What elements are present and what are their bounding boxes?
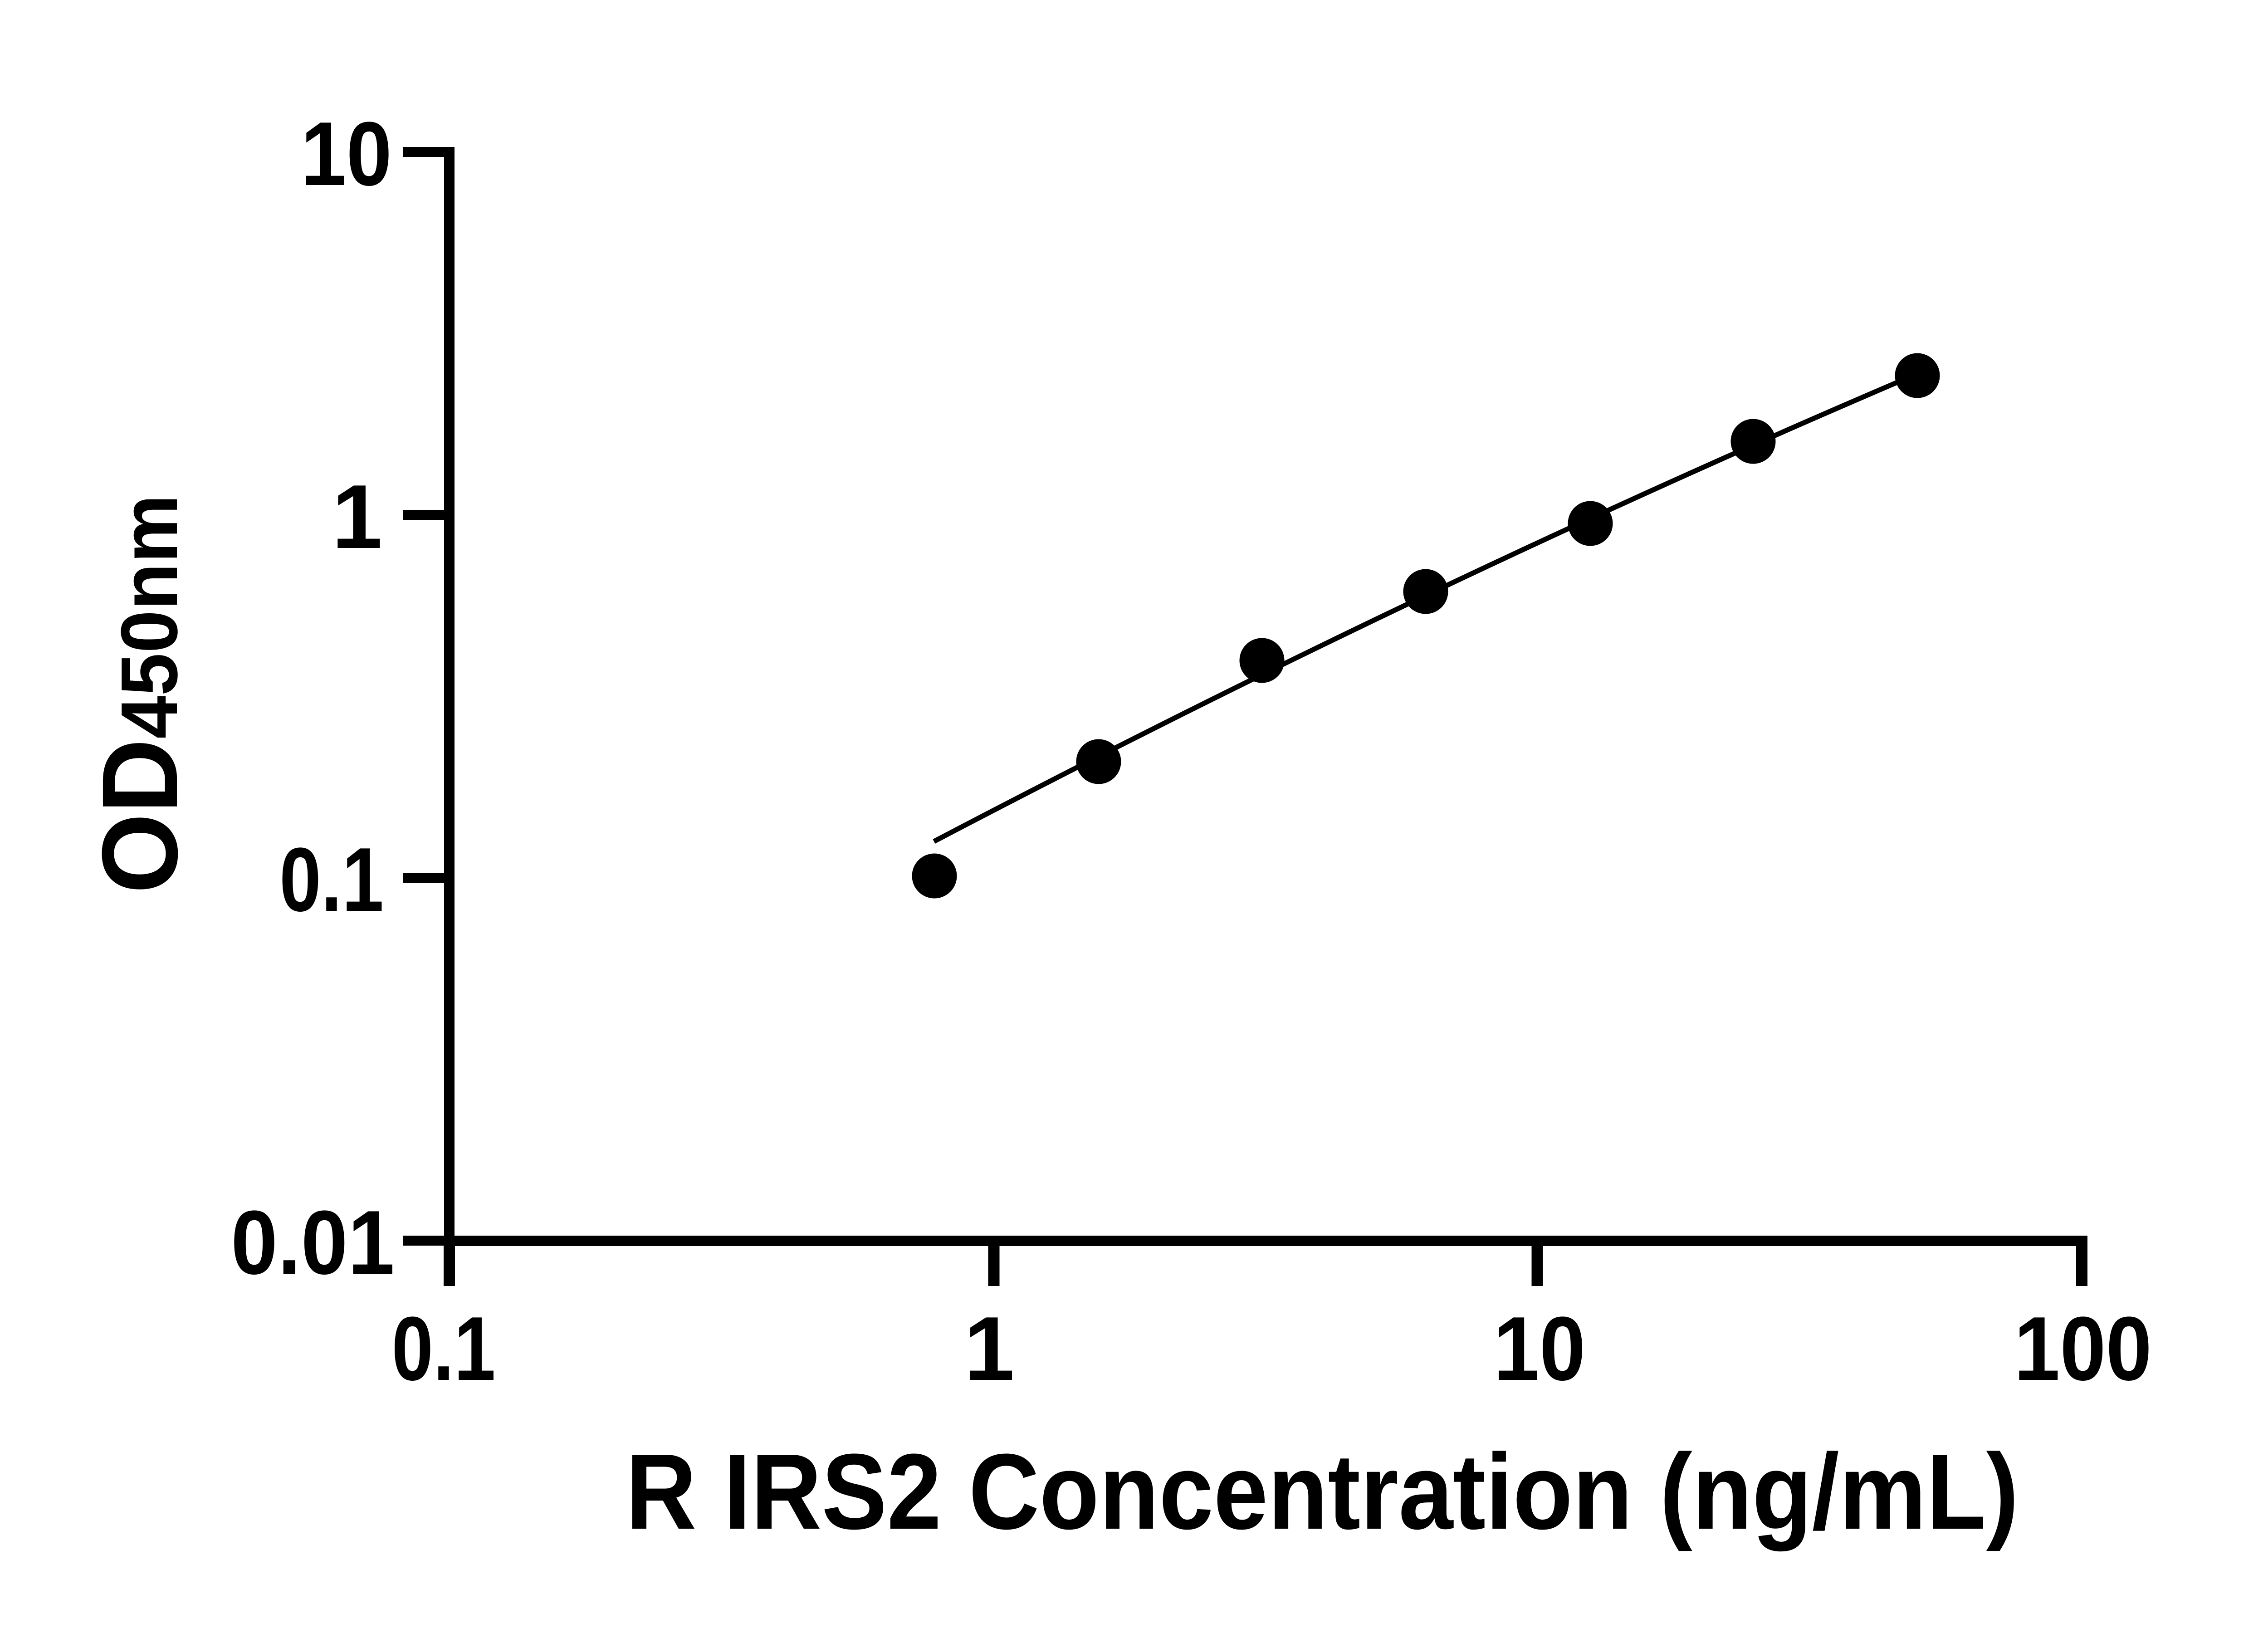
svg-text:R IRS2 Concentration (ng/mL): R IRS2 Concentration (ng/mL) bbox=[626, 1432, 2019, 1552]
svg-text:1: 1 bbox=[332, 466, 382, 567]
svg-text:10: 10 bbox=[1494, 1298, 1586, 1399]
svg-text:100: 100 bbox=[2014, 1298, 2152, 1399]
svg-text:0.1: 0.1 bbox=[392, 1298, 496, 1399]
svg-text:10: 10 bbox=[301, 103, 392, 205]
svg-text:0.1: 0.1 bbox=[279, 829, 384, 930]
svg-text:1: 1 bbox=[964, 1298, 1014, 1399]
svg-text:0.01: 0.01 bbox=[231, 1192, 395, 1293]
